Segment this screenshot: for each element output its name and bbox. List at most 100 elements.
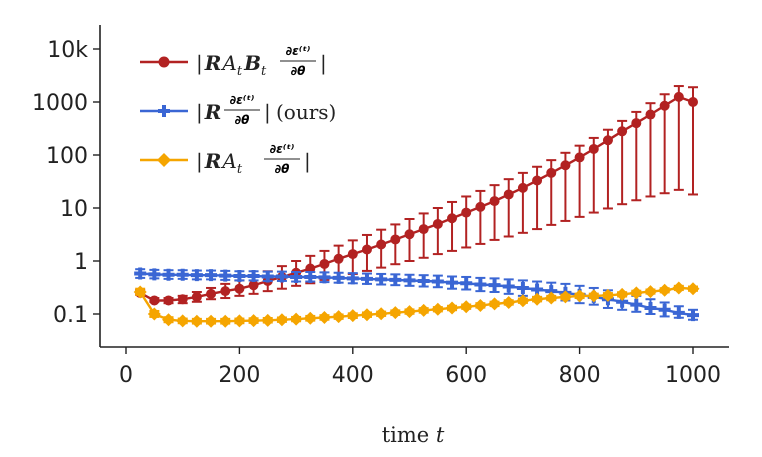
point-2-325 bbox=[304, 270, 317, 283]
axes bbox=[99, 25, 729, 348]
legend-1-frac-num: ∂ε⁽ᵗ⁾ bbox=[286, 44, 311, 58]
y-tick-label-0.1: 0.1 bbox=[53, 303, 88, 328]
point-1-475 bbox=[390, 234, 401, 245]
point-3-900 bbox=[629, 286, 643, 300]
point-3-450 bbox=[374, 307, 388, 321]
y-tick-label-1000: 1000 bbox=[32, 91, 88, 116]
y-tick-label-100: 100 bbox=[46, 144, 88, 169]
legend-3-abs-open: | bbox=[196, 149, 203, 174]
legend-2-abs-open: | bbox=[196, 100, 203, 125]
legend-label-1: | RAt Bt bbox=[196, 51, 267, 79]
legend-3-abs-close: | bbox=[304, 149, 311, 174]
legend-1-abs-close: | bbox=[320, 51, 327, 76]
point-3-425 bbox=[360, 308, 374, 322]
point-1-350 bbox=[319, 258, 330, 269]
point-1-400 bbox=[347, 249, 358, 260]
point-2-25 bbox=[134, 267, 147, 280]
point-2-625 bbox=[474, 278, 487, 291]
legend-1-A: A bbox=[220, 51, 236, 75]
point-1-700 bbox=[517, 182, 528, 193]
point-3-350 bbox=[317, 310, 331, 324]
point-1-150 bbox=[206, 288, 217, 299]
point-2-50 bbox=[148, 268, 161, 281]
point-1-575 bbox=[447, 213, 458, 224]
point-2-375 bbox=[332, 271, 345, 284]
point-2-125 bbox=[190, 269, 203, 282]
legend-3-A: A bbox=[220, 149, 236, 173]
point-3-750 bbox=[544, 291, 558, 305]
point-1-500 bbox=[404, 229, 415, 240]
point-3-775 bbox=[558, 290, 572, 304]
point-2-950 bbox=[658, 303, 671, 316]
point-2-450 bbox=[375, 273, 388, 286]
point-1-50 bbox=[149, 295, 160, 306]
legend-marker-2 bbox=[158, 105, 170, 117]
x-tick-label-400: 400 bbox=[332, 363, 374, 388]
point-2-500 bbox=[403, 274, 416, 287]
point-2-700 bbox=[516, 281, 529, 294]
point-3-800 bbox=[573, 289, 587, 303]
point-2-275 bbox=[275, 270, 288, 283]
x-axis-title: time t bbox=[382, 423, 445, 447]
point-1-550 bbox=[432, 218, 443, 229]
point-1-425 bbox=[361, 244, 372, 255]
point-1-75 bbox=[163, 295, 174, 306]
point-3-600 bbox=[459, 300, 473, 314]
point-2-425 bbox=[360, 272, 373, 285]
point-2-100 bbox=[176, 268, 189, 281]
legend-marker-3 bbox=[157, 153, 171, 167]
point-1-950 bbox=[659, 100, 670, 111]
point-3-925 bbox=[643, 285, 657, 299]
point-3-375 bbox=[332, 310, 346, 324]
point-1-175 bbox=[220, 286, 231, 297]
point-3-625 bbox=[473, 298, 487, 312]
point-1-725 bbox=[532, 175, 543, 186]
point-2-175 bbox=[219, 269, 232, 282]
point-3-725 bbox=[530, 292, 544, 306]
point-3-525 bbox=[417, 303, 431, 317]
point-1-775 bbox=[560, 160, 571, 171]
point-3-225 bbox=[247, 314, 261, 328]
point-2-200 bbox=[233, 270, 246, 283]
point-3-475 bbox=[388, 306, 402, 320]
series-line-1 bbox=[139, 95, 694, 302]
point-1-750 bbox=[546, 167, 557, 178]
point-1-100 bbox=[177, 294, 188, 305]
point-3-250 bbox=[261, 313, 275, 327]
point-3-275 bbox=[275, 313, 289, 327]
legend: | RAt Bt ∂ε⁽ᵗ⁾ ∂θ | | R ∂ε⁽ᵗ⁾ ∂θ | (ours) |… bbox=[140, 44, 336, 177]
legend-2-frac-den: ∂θ bbox=[235, 113, 250, 127]
point-3-675 bbox=[502, 295, 516, 309]
point-1-225 bbox=[248, 280, 259, 291]
point-3-1000 bbox=[686, 282, 700, 296]
point-2-300 bbox=[290, 270, 303, 283]
point-2-400 bbox=[346, 272, 359, 285]
point-3-875 bbox=[615, 287, 629, 301]
point-1-650 bbox=[489, 196, 500, 207]
x-axis-title-var: t bbox=[436, 423, 445, 447]
point-3-850 bbox=[601, 288, 615, 302]
series-layer bbox=[133, 85, 700, 328]
legend-2-frac-num: ∂ε⁽ᵗ⁾ bbox=[230, 93, 255, 107]
y-tick-label-1: 1 bbox=[74, 250, 88, 275]
point-3-175 bbox=[218, 314, 232, 328]
point-1-1000 bbox=[688, 97, 698, 107]
legend-1-t2: t bbox=[261, 64, 267, 79]
legend-3-R: R bbox=[204, 149, 222, 173]
legend-entry-1: | RAt Bt ∂ε⁽ᵗ⁾ ∂θ | bbox=[140, 44, 327, 79]
point-3-50 bbox=[147, 307, 161, 321]
point-3-500 bbox=[403, 305, 416, 319]
point-2-225 bbox=[247, 270, 260, 283]
legend-label-2: | R bbox=[196, 100, 221, 125]
point-1-825 bbox=[588, 143, 599, 154]
point-1-375 bbox=[333, 253, 344, 264]
legend-1-frac-den: ∂θ bbox=[291, 64, 306, 78]
x-tick-label-600: 600 bbox=[445, 363, 487, 388]
point-2-900 bbox=[630, 298, 643, 311]
point-2-525 bbox=[417, 274, 430, 287]
point-2-650 bbox=[488, 279, 501, 292]
legend-marker-1 bbox=[158, 56, 170, 68]
legend-label-3: | RAt bbox=[196, 149, 243, 177]
point-1-525 bbox=[418, 224, 429, 235]
